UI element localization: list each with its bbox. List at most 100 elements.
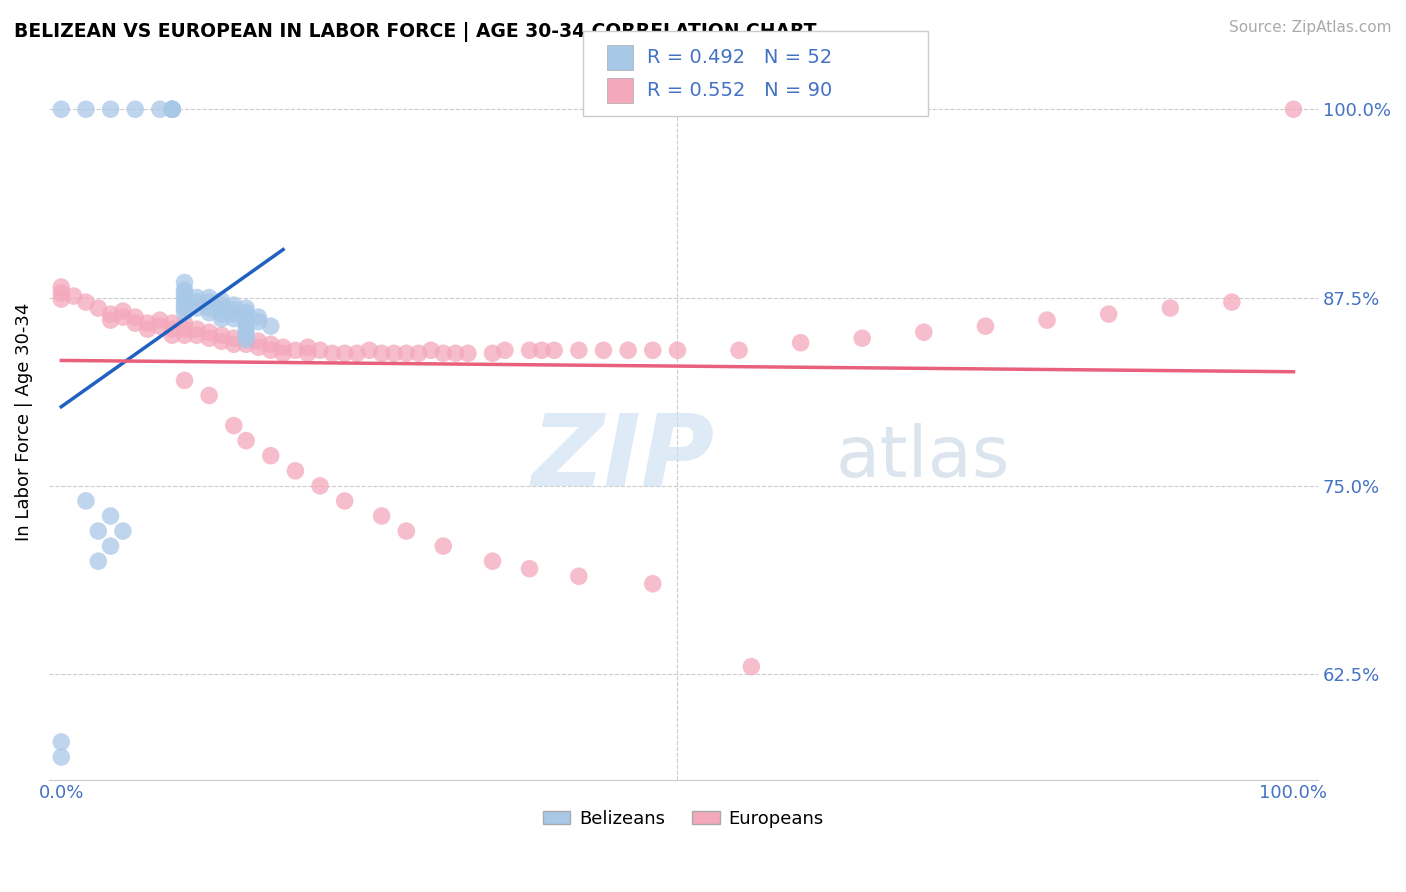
- Point: [271, 340, 294, 354]
- Point: [173, 298, 195, 312]
- Point: [519, 343, 541, 358]
- Point: [222, 307, 245, 321]
- Point: [260, 319, 283, 334]
- Point: [173, 301, 195, 315]
- Point: [235, 315, 257, 329]
- Point: [75, 494, 97, 508]
- Point: [198, 325, 221, 339]
- Point: [235, 434, 257, 448]
- Point: [173, 286, 195, 301]
- Point: [51, 735, 73, 749]
- Point: [136, 322, 159, 336]
- Point: [198, 291, 221, 305]
- Point: [222, 311, 245, 326]
- Point: [160, 102, 183, 116]
- Point: [173, 305, 195, 319]
- Text: ZIP: ZIP: [531, 409, 714, 506]
- Point: [235, 305, 257, 319]
- Point: [740, 659, 762, 673]
- Point: [198, 295, 221, 310]
- Point: [370, 346, 392, 360]
- Point: [370, 508, 392, 523]
- Point: [222, 337, 245, 351]
- Point: [62, 289, 84, 303]
- Point: [211, 302, 233, 317]
- Point: [543, 343, 565, 358]
- Point: [309, 343, 332, 358]
- Point: [222, 331, 245, 345]
- Point: [297, 340, 319, 354]
- Point: [235, 328, 257, 343]
- Point: [519, 562, 541, 576]
- Point: [568, 343, 591, 358]
- Point: [1159, 301, 1181, 315]
- Point: [111, 524, 134, 538]
- Text: atlas: atlas: [835, 423, 1011, 492]
- Point: [641, 576, 664, 591]
- Point: [51, 102, 73, 116]
- Point: [222, 298, 245, 312]
- Point: [124, 316, 146, 330]
- Point: [222, 418, 245, 433]
- Point: [173, 295, 195, 310]
- Point: [198, 305, 221, 319]
- Text: BELIZEAN VS EUROPEAN IN LABOR FORCE | AGE 30-34 CORRELATION CHART: BELIZEAN VS EUROPEAN IN LABOR FORCE | AG…: [14, 22, 817, 42]
- Point: [87, 554, 110, 568]
- Text: R = 0.492   N = 52: R = 0.492 N = 52: [647, 48, 832, 68]
- Point: [75, 102, 97, 116]
- Point: [100, 313, 122, 327]
- Point: [160, 102, 183, 116]
- Point: [235, 337, 257, 351]
- Point: [87, 524, 110, 538]
- Point: [160, 322, 183, 336]
- Point: [284, 343, 307, 358]
- Point: [198, 388, 221, 402]
- Point: [1098, 307, 1121, 321]
- Point: [173, 316, 195, 330]
- Point: [75, 295, 97, 310]
- Point: [851, 331, 873, 345]
- Point: [235, 310, 257, 325]
- Point: [100, 102, 122, 116]
- Point: [1220, 295, 1243, 310]
- Point: [186, 328, 208, 343]
- Point: [1036, 313, 1059, 327]
- Point: [382, 346, 405, 360]
- Point: [309, 479, 332, 493]
- Point: [51, 286, 73, 301]
- Point: [173, 276, 195, 290]
- Point: [247, 334, 270, 349]
- Point: [247, 310, 270, 325]
- Point: [395, 346, 418, 360]
- Point: [173, 328, 195, 343]
- Point: [211, 298, 233, 312]
- Point: [592, 343, 614, 358]
- Y-axis label: In Labor Force | Age 30-34: In Labor Force | Age 30-34: [15, 302, 32, 541]
- Point: [912, 325, 935, 339]
- Point: [260, 337, 283, 351]
- Point: [494, 343, 516, 358]
- Point: [420, 343, 443, 358]
- Point: [789, 335, 811, 350]
- Point: [432, 539, 454, 553]
- Text: R = 0.552   N = 90: R = 0.552 N = 90: [647, 80, 832, 100]
- Point: [395, 524, 418, 538]
- Point: [186, 291, 208, 305]
- Point: [530, 343, 553, 358]
- Point: [297, 346, 319, 360]
- Point: [100, 539, 122, 553]
- Point: [666, 343, 689, 358]
- Point: [111, 310, 134, 325]
- Point: [136, 316, 159, 330]
- Point: [235, 324, 257, 338]
- Point: [149, 319, 172, 334]
- Point: [211, 334, 233, 349]
- Point: [481, 346, 503, 360]
- Point: [87, 301, 110, 315]
- Point: [568, 569, 591, 583]
- Point: [198, 301, 221, 315]
- Point: [408, 346, 430, 360]
- Point: [186, 322, 208, 336]
- Point: [235, 301, 257, 315]
- Point: [432, 346, 454, 360]
